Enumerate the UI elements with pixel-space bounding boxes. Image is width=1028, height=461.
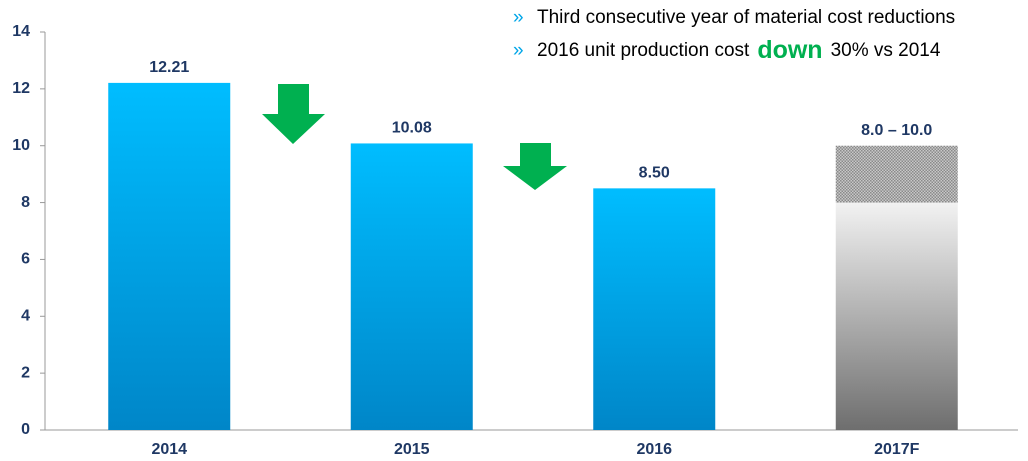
- y-tick-label: 10: [12, 137, 30, 154]
- down-arrow: [262, 84, 325, 144]
- bar: [108, 82, 231, 430]
- y-tick-label: 12: [12, 80, 30, 97]
- bullet: »: [513, 7, 524, 28]
- bar: [350, 143, 473, 430]
- x-tick-label: 2014: [151, 441, 187, 458]
- note-text: 30% vs 2014: [831, 40, 941, 61]
- y-tick-label: 14: [12, 23, 30, 40]
- note-emphasis: down: [757, 36, 822, 64]
- bar: [593, 188, 716, 430]
- x-tick-label: 2015: [394, 441, 430, 458]
- note-text: Third consecutive year of material cost …: [537, 7, 955, 28]
- y-tick-label: 4: [21, 308, 30, 325]
- x-tick-label: 2016: [636, 441, 672, 458]
- value-label: 8.0 – 10.0: [861, 122, 932, 139]
- y-tick-label: 8: [21, 194, 30, 211]
- bullet: »: [513, 40, 524, 61]
- note: 2016 unit production cost down 30% vs 2014: [537, 36, 941, 64]
- down-arrow: [503, 143, 567, 190]
- y-tick-label: 2: [21, 364, 30, 381]
- value-label: 8.50: [639, 165, 670, 182]
- value-label: 12.21: [149, 59, 189, 76]
- y-tick-label: 6: [21, 251, 30, 268]
- y-tick-label: 0: [21, 421, 30, 438]
- note: Third consecutive year of material cost …: [537, 7, 955, 28]
- note-text: 2016 unit production cost: [537, 40, 750, 61]
- x-tick-label: 2017F: [874, 441, 920, 458]
- forecast-bar-low: [835, 202, 958, 430]
- value-label: 10.08: [392, 120, 432, 137]
- forecast-range: [835, 145, 958, 203]
